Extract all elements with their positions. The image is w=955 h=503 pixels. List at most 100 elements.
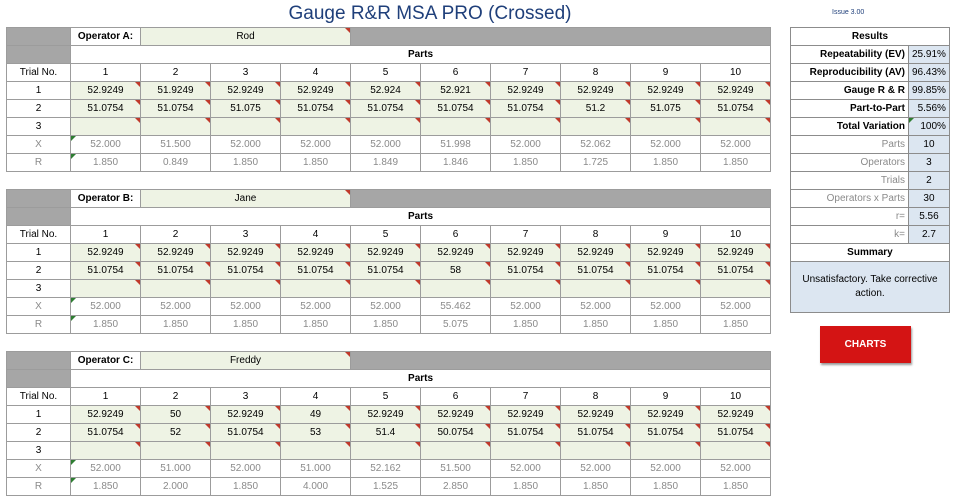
trial1-input[interactable]: 52.9249: [70, 81, 141, 100]
trial1-input[interactable]: 52.9249: [699, 81, 772, 100]
trial1-input[interactable]: 52.9249: [560, 405, 632, 424]
stat-value[interactable]: 5.56: [908, 207, 950, 226]
trial1-input[interactable]: 52.9249: [699, 243, 772, 262]
charts-button[interactable]: CHARTS: [820, 326, 911, 363]
trial1-input[interactable]: 52.9249: [560, 81, 631, 100]
stat-value[interactable]: 3: [908, 153, 950, 172]
trial1-input[interactable]: 51.9249: [140, 81, 211, 100]
trial1-input[interactable]: 52.9249: [350, 405, 422, 424]
trial3-input[interactable]: [140, 279, 211, 298]
trial3-input[interactable]: [70, 117, 141, 136]
result-value[interactable]: 25.91%: [908, 45, 950, 64]
trial2-input[interactable]: 51.0754: [210, 423, 281, 442]
trial2-input[interactable]: 51.0754: [140, 261, 211, 280]
trial1-input[interactable]: 52.9249: [700, 405, 772, 424]
trial2-input[interactable]: 51.0754: [560, 261, 631, 280]
trial3-input[interactable]: [140, 441, 211, 460]
trial1-input[interactable]: 52.9249: [210, 81, 281, 100]
trial3-input[interactable]: [210, 441, 281, 460]
trial3-input[interactable]: [700, 441, 772, 460]
trial1-input[interactable]: 52.9249: [630, 405, 702, 424]
trial1-input[interactable]: 52.9249: [70, 405, 141, 424]
trial1-input[interactable]: 52.9249: [630, 243, 701, 262]
trial1-input[interactable]: 52.9249: [280, 243, 351, 262]
trial2-input[interactable]: 51.0754: [630, 423, 702, 442]
trial3-input[interactable]: [280, 279, 351, 298]
trial3-input[interactable]: [560, 117, 631, 136]
trial3-input[interactable]: [210, 117, 281, 136]
summary-text[interactable]: Unsatisfactory. Take corrective action.: [790, 261, 950, 313]
trial3-input[interactable]: [560, 279, 631, 298]
trial2-input[interactable]: 51.0754: [490, 261, 561, 280]
trial3-input[interactable]: [490, 279, 561, 298]
trial2-input[interactable]: 51.0754: [490, 99, 561, 118]
trial2-input[interactable]: 51.0754: [70, 99, 141, 118]
result-value[interactable]: 96.43%: [908, 63, 950, 82]
stat-value[interactable]: 10: [908, 135, 950, 154]
trial1-input[interactable]: 52.9249: [210, 243, 281, 262]
trial1-input[interactable]: 49: [279, 405, 352, 424]
trial2-input[interactable]: 51.075: [630, 99, 701, 118]
result-value[interactable]: 99.85%: [908, 81, 950, 100]
trial1-input[interactable]: 52.9249: [490, 243, 561, 262]
stat-value[interactable]: 30: [908, 189, 950, 208]
trial3-input[interactable]: [630, 441, 702, 460]
trial2-input[interactable]: 51.0754: [699, 99, 772, 118]
trial2-input[interactable]: 51.0754: [280, 99, 351, 118]
trial3-input[interactable]: [70, 441, 141, 460]
trial1-input[interactable]: 52.9249: [280, 81, 351, 100]
trial3-input[interactable]: [280, 117, 351, 136]
trial3-input[interactable]: [350, 441, 422, 460]
trial1-input[interactable]: 52.9249: [420, 405, 492, 424]
trial2-input[interactable]: 51.0754: [210, 261, 281, 280]
trial2-input[interactable]: 51.075: [210, 99, 281, 118]
trial3-input[interactable]: [560, 441, 632, 460]
result-value[interactable]: 100%: [908, 117, 950, 136]
trial3-input[interactable]: [70, 279, 141, 298]
trial3-input[interactable]: [350, 117, 421, 136]
trial2-input[interactable]: 51.0754: [420, 99, 491, 118]
trial1-input[interactable]: 52.9249: [490, 405, 562, 424]
trial1-input[interactable]: 52.9249: [490, 81, 561, 100]
trial3-input[interactable]: [420, 441, 492, 460]
trial2-input[interactable]: 51.0754: [699, 261, 772, 280]
operator-name-input[interactable]: Freddy: [139, 351, 352, 370]
trial2-input[interactable]: 52: [140, 423, 211, 442]
trial2-input[interactable]: 50.0754: [420, 423, 492, 442]
trial3-input[interactable]: [490, 117, 561, 136]
trial3-input[interactable]: [699, 117, 772, 136]
trial2-input[interactable]: 51.0754: [700, 423, 772, 442]
operator-name-input[interactable]: Rod: [140, 27, 351, 46]
trial2-input[interactable]: 51.4: [350, 423, 422, 442]
trial3-input[interactable]: [490, 441, 562, 460]
trial1-input[interactable]: 52.9249: [560, 243, 631, 262]
trial2-input[interactable]: 51.0754: [140, 99, 211, 118]
trial3-input[interactable]: [630, 279, 701, 298]
trial1-input[interactable]: 52.921: [420, 81, 491, 100]
trial3-input[interactable]: [140, 117, 211, 136]
trial2-input[interactable]: 51.0754: [350, 261, 421, 280]
trial2-input[interactable]: 51.0754: [70, 423, 141, 442]
trial1-input[interactable]: 52.9249: [630, 81, 701, 100]
trial3-input[interactable]: [630, 117, 701, 136]
trial2-input[interactable]: 51.0754: [630, 261, 701, 280]
trial2-input[interactable]: 51.0754: [490, 423, 562, 442]
trial2-input[interactable]: 58: [420, 261, 491, 280]
trial3-input[interactable]: [279, 441, 352, 460]
trial1-input[interactable]: 52.9249: [70, 243, 141, 262]
stat-value[interactable]: 2.7: [908, 225, 950, 244]
trial1-input[interactable]: 52.924: [350, 81, 421, 100]
stat-value[interactable]: 2: [908, 171, 950, 190]
trial3-input[interactable]: [350, 279, 421, 298]
trial2-input[interactable]: 51.0754: [560, 423, 632, 442]
operator-name-input[interactable]: Jane: [140, 189, 351, 208]
trial3-input[interactable]: [210, 279, 281, 298]
trial1-input[interactable]: 52.9249: [210, 405, 281, 424]
trial2-input[interactable]: 51.2: [560, 99, 631, 118]
trial2-input[interactable]: 51.0754: [350, 99, 421, 118]
trial3-input[interactable]: [420, 279, 491, 298]
trial1-input[interactable]: 52.9249: [420, 243, 491, 262]
trial1-input[interactable]: 52.9249: [140, 243, 211, 262]
trial1-input[interactable]: 50: [140, 405, 211, 424]
trial3-input[interactable]: [420, 117, 491, 136]
